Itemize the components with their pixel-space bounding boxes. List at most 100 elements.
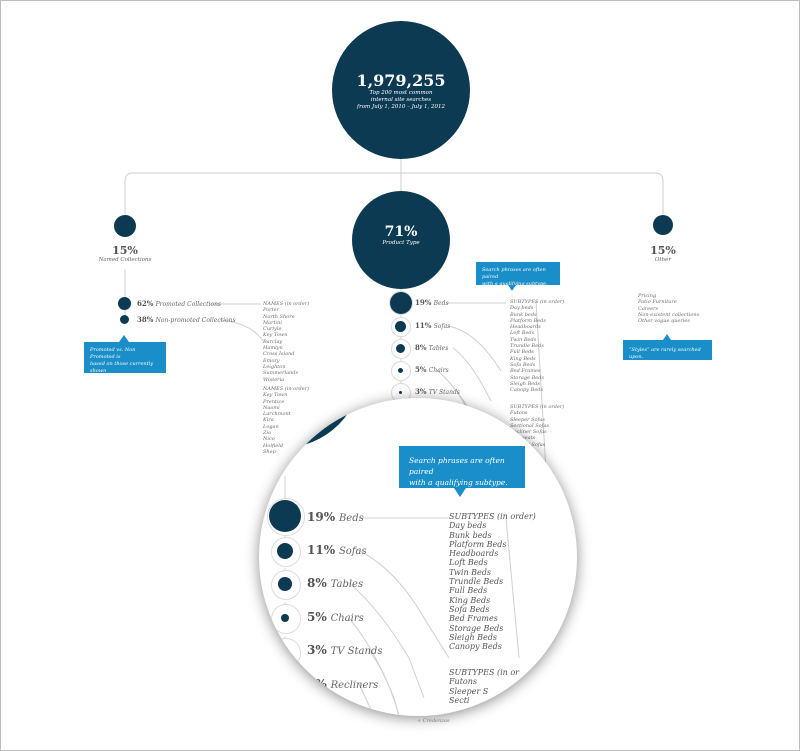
lens-tables-pct: 8%	[307, 576, 327, 590]
callout-line: with a qualifying subtype.	[409, 478, 508, 487]
list-item: NAMES (in order)	[263, 301, 310, 307]
callout-line: with a qualifying subtype.	[482, 281, 548, 287]
list-item: Wisteria	[263, 376, 285, 383]
chairs-row: 5% Chairs	[415, 365, 449, 374]
list-item: Patio Furniture	[638, 299, 677, 306]
product-type-circle	[352, 191, 450, 289]
beds-label: Beds	[433, 300, 449, 307]
lens-sofas-label: Sofas	[338, 546, 367, 557]
list-item: Futons	[449, 677, 477, 687]
callout-line: based on those currently shown	[90, 361, 154, 374]
list-item: Hamlyn	[263, 345, 283, 352]
callout-line: Search phrases are often paired	[409, 456, 505, 476]
list-item: Storage Beds	[510, 374, 544, 381]
list-item: Full Beds	[449, 586, 488, 596]
other-circle	[653, 215, 673, 235]
root-line3: from July 1, 2010 – July 1, 2012	[357, 104, 445, 110]
list-item: Sofa Beds	[449, 604, 490, 614]
list-item: Futons	[510, 410, 528, 417]
callout-line: Search phrases are often paired	[482, 267, 546, 280]
callout-line: Promoted vs. Non Promoted is	[90, 347, 136, 360]
tables-label: Tables	[428, 345, 449, 352]
list-item: Day beds	[449, 521, 487, 531]
list-item: Careers	[638, 305, 659, 312]
magnifier-lens: Search phrases are often paired with a q…	[259, 398, 577, 716]
list-item: Bunk beds	[510, 311, 537, 318]
lens-sofas-pct: 11%	[307, 543, 336, 557]
root-value: 1,979,255	[356, 71, 446, 90]
lens-tables-row: 8% Tables	[307, 576, 363, 590]
styles-callout: “Styles” are rarely searched upon.	[623, 340, 712, 360]
lens-recliners-label: Recliners	[330, 680, 379, 691]
tv-stands-pct: 3%	[415, 387, 427, 396]
promoted-callout: Promoted vs. Non Promoted is based on th…	[84, 342, 166, 381]
list-item: Non-existent collections	[638, 311, 700, 318]
list-item: Cross Island	[263, 351, 295, 358]
list-item: Sofa Beds	[510, 361, 536, 368]
list-item: Summerlands	[263, 370, 299, 377]
list-item: Secti	[449, 695, 470, 705]
list-item: Sleeper Sofas	[510, 416, 545, 423]
list-item: Sleigh Beds	[510, 380, 540, 387]
list-item: Martini	[263, 319, 282, 326]
tv-stands-label: TV Stands	[428, 389, 460, 396]
lens-tv-stands-row: 3% TV Stands	[307, 643, 382, 657]
list-item: Headboards	[449, 549, 499, 559]
other-label: Other	[654, 257, 672, 263]
lens-subtypes-beds: SUBTYPES (in order) Day beds Bunk beds P…	[449, 512, 536, 651]
callout-pointer	[508, 285, 516, 291]
list-item: Canopy Beds	[510, 387, 544, 394]
list-item: Loft Beds	[449, 558, 488, 568]
list-item: SUBTYPES (in order)	[449, 512, 536, 521]
named-collections-pct: 15%	[112, 244, 138, 257]
tables-row: 8% Tables	[415, 343, 448, 352]
credenzas-label: + Credenzas	[417, 718, 450, 724]
list-item: Canopy Beds	[449, 642, 502, 652]
list-item: King Beds	[449, 595, 491, 605]
list-item: Emory	[263, 357, 280, 364]
root-line2: internal site searches	[370, 97, 432, 103]
list-item: SUBTYPES (in order)	[510, 404, 565, 410]
lens-beds-label: Beds	[338, 513, 364, 524]
list-item: Headboards	[510, 324, 541, 331]
list-item: Storage Beds	[449, 623, 504, 633]
lens-tables-circle	[278, 577, 292, 591]
lens-chairs-row: 5% Chairs	[307, 610, 364, 624]
non-promoted-label: Non-promoted Collections	[155, 317, 236, 324]
lens-tv-stands-pct: 3%	[307, 643, 327, 657]
lens-tv-stands-ring	[271, 638, 301, 668]
names-list-promoted: NAMES (in order) Porter North Shore Mart…	[263, 301, 309, 383]
sofas-label: Sofas	[433, 323, 451, 330]
list-item: Porter	[263, 307, 279, 314]
list-item: NAMES (in order)	[263, 386, 310, 392]
lens-chairs-circle	[281, 614, 289, 622]
list-item: North Shore	[263, 313, 295, 320]
list-item: Bed Frames	[510, 368, 541, 375]
chairs-circle	[398, 368, 403, 373]
beds-pct: 19%	[415, 298, 432, 307]
lens-recliners-pct: 2%	[307, 677, 327, 691]
tv-stands-row: 3% TV Stands	[415, 387, 460, 396]
sofas-pct: 11%	[415, 321, 432, 330]
list-item: Twin Beds	[449, 567, 491, 577]
list-item: Key Town	[263, 332, 288, 339]
lens-chairs-pct: 5%	[307, 610, 327, 624]
lens-tables-label: Tables	[330, 579, 364, 590]
other-pct: 15%	[650, 244, 676, 257]
list-item: Barclay	[263, 338, 283, 345]
lens-recliners-ring	[271, 672, 301, 702]
other-list: Pricing Patio Furniture Careers Non-exis…	[638, 293, 699, 324]
product-type-label: Product Type	[382, 240, 420, 246]
promoted-circle	[118, 297, 131, 310]
root-text: 1,979,255 Top 200 most common internal s…	[332, 72, 470, 111]
list-item: Trundle Beds	[510, 343, 544, 350]
list-item: Day beds	[510, 305, 534, 312]
callout-line: on the Collections page.	[90, 375, 152, 381]
chairs-pct: 5%	[415, 365, 427, 374]
lens-subtypes-sofas: SUBTYPES (in or Futons Sleeper S Secti	[449, 668, 519, 705]
sofas-row: 11% Sofas	[415, 321, 450, 330]
subtypes-list-beds: SUBTYPES (in order) Day beds Bunk beds P…	[510, 299, 564, 393]
lens-recliners-row: 2% Recliners	[307, 677, 378, 691]
callout-pointer	[663, 334, 671, 340]
